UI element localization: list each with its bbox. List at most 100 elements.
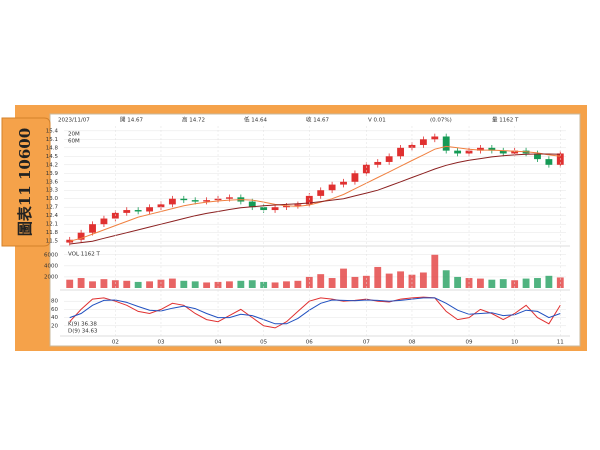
volume-bar: [351, 276, 359, 288]
x-tick-label: 09: [466, 340, 473, 346]
y-tick-label: 4000: [44, 263, 58, 269]
volume-bar: [328, 278, 336, 288]
volume-bar: [477, 278, 484, 288]
candle-body: [328, 184, 336, 191]
header-info: (0.07%): [430, 118, 452, 124]
volume-bar: [397, 271, 404, 288]
candle-body: [248, 201, 256, 208]
y-tick-label: 12.7: [46, 205, 59, 211]
candle-body: [146, 207, 153, 212]
candle-body: [351, 173, 359, 182]
header-info: 2023/11/07: [58, 118, 90, 124]
y-tick-label: 6000: [44, 252, 58, 258]
candle-body: [499, 150, 507, 154]
volume-bar: [294, 280, 302, 288]
candle-body: [305, 195, 313, 205]
y-tick-label: 11.5: [46, 239, 59, 245]
volume-bar: [77, 278, 85, 288]
candle-body: [100, 218, 108, 225]
y-tick-label: 11.8: [46, 230, 59, 236]
volume-bar: [374, 266, 382, 288]
volume-bar: [260, 281, 268, 288]
candle-body: [294, 204, 302, 206]
candle-body: [191, 200, 199, 202]
chart-panel: [49, 113, 581, 347]
candle-body: [454, 150, 462, 154]
volume-bar: [442, 270, 450, 288]
candle-body: [442, 136, 450, 151]
candle-body: [260, 207, 268, 211]
candle-body: [123, 210, 131, 213]
volume-bar: [123, 280, 131, 288]
candle-body: [488, 147, 496, 151]
moving-average: [69, 153, 561, 245]
y-tick-label: 13.9: [46, 171, 59, 177]
candle-body: [89, 224, 96, 233]
y-tick-label: 2000: [44, 274, 58, 280]
candle-body: [134, 210, 142, 212]
volume-bar: [203, 282, 211, 288]
volume-bar: [317, 274, 325, 288]
volume-bar: [226, 281, 233, 288]
volume-bar: [66, 279, 74, 288]
volume-bar: [419, 272, 427, 288]
y-tick-label: 13.0: [46, 196, 59, 202]
candle-body: [203, 200, 211, 202]
x-tick-label: 03: [157, 340, 164, 346]
candle-body: [77, 232, 85, 240]
volume-bar: [534, 278, 541, 288]
volume-bar: [545, 275, 553, 288]
volume-bar: [191, 281, 199, 288]
header-info: 高 14.72: [182, 116, 205, 124]
candle-body: [511, 150, 519, 154]
y-tick-label: 14.5: [46, 154, 59, 160]
volume-bar: [271, 282, 279, 288]
x-tick-label: 07: [363, 340, 370, 346]
candle-body: [419, 139, 427, 145]
volume-bar: [488, 279, 496, 288]
y-tick-label: 80: [51, 299, 58, 305]
x-tick-label: 05: [260, 340, 267, 346]
candle-body: [317, 190, 325, 196]
header-info: V 0.01: [368, 118, 386, 124]
volume-bar: [499, 279, 507, 288]
volume-bar: [385, 273, 393, 288]
volume-bar: [454, 276, 462, 288]
volume-bar: [362, 275, 370, 288]
volume-bar: [511, 280, 519, 288]
header-info: 量 1162 T: [492, 117, 519, 124]
y-tick-label: 15.1: [46, 137, 58, 143]
candle-body: [545, 159, 553, 165]
legend-entry: 20M: [68, 132, 80, 138]
volume-bar: [146, 281, 153, 288]
candle-body: [431, 136, 439, 140]
candle-body: [362, 164, 370, 174]
legend-entry: K(9) 36.38: [68, 322, 97, 328]
kd-line: [69, 296, 561, 329]
candle-body: [271, 207, 279, 211]
legend-entry: 60M: [68, 139, 80, 145]
legend-entry: D(9) 34.63: [68, 329, 98, 335]
candle-body: [168, 198, 176, 205]
x-tick-label: 11: [557, 340, 564, 346]
x-tick-label: 06: [306, 340, 313, 346]
x-tick-label: 02: [112, 340, 119, 346]
y-tick-label: 13.3: [46, 188, 59, 194]
volume-bar: [431, 254, 439, 288]
volume-bar: [111, 280, 119, 288]
candle-body: [385, 156, 393, 162]
volume-bar: [248, 280, 256, 288]
volume-bar: [283, 281, 290, 288]
candle-body: [283, 205, 290, 208]
volume-bar: [408, 274, 416, 288]
candle-body: [534, 153, 541, 160]
volume-bar: [89, 281, 96, 288]
candle-body: [340, 181, 347, 185]
y-tick-label: 20: [51, 323, 58, 329]
header-info: 開 14.67: [120, 117, 143, 124]
volume-bar: [214, 281, 222, 288]
page-label: 圖表11 10600: [16, 128, 34, 236]
volume-bar: [180, 280, 188, 288]
